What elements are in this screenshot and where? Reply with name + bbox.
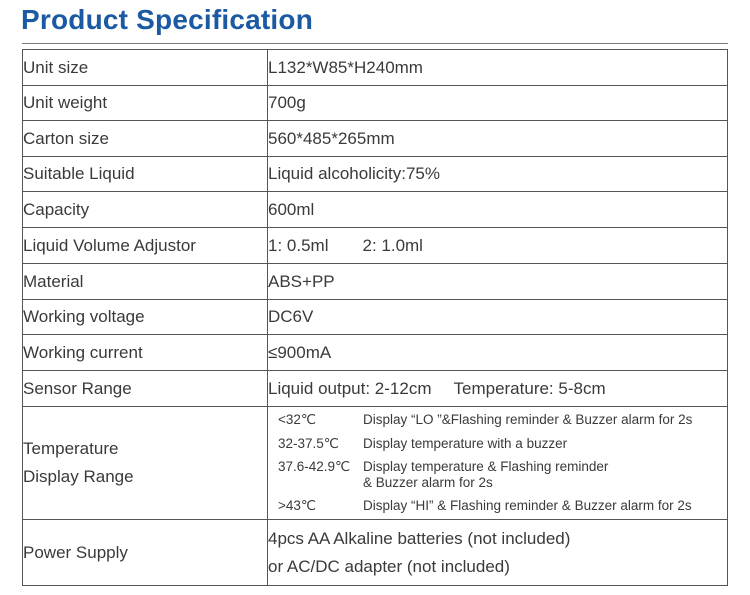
row-label: Carton size	[22, 120, 268, 157]
table-row: Temperature Display Range <32℃ Display “L…	[22, 406, 728, 520]
row-value: 600ml	[267, 191, 728, 228]
table-row: Suitable Liquid Liquid alcoholicity:75%	[22, 156, 728, 192]
table-row: Material ABS+PP	[22, 263, 728, 300]
row-label: Power Supply	[22, 519, 268, 586]
power-line-2: or AC/DC adapter (not included)	[268, 556, 510, 576]
row-label: Unit weight	[22, 85, 268, 121]
temp-range-text: Display “LO ”&Flashing reminder & Buzzer…	[363, 412, 693, 427]
table-row: Capacity 600ml	[22, 191, 728, 228]
temperature-label-line2: Display Range	[23, 467, 134, 486]
temp-range-line: 32-37.5℃ Display temperature with a buzze…	[278, 436, 567, 452]
temp-range: 32-37.5℃	[278, 436, 339, 451]
row-label: Material	[22, 263, 268, 300]
row-value: ABS+PP	[267, 263, 728, 300]
temp-range-line: 37.6-42.9℃ Display temperature & Flashing…	[278, 459, 608, 490]
title-divider	[22, 43, 728, 44]
temperature-label-line1: Temperature	[23, 439, 119, 458]
row-label: Unit size	[22, 49, 268, 86]
table-row: Unit weight 700g	[22, 85, 728, 121]
row-value: 4pcs AA Alkaline batteries (not included…	[267, 519, 728, 586]
temperature-display-range: <32℃ Display “LO ”&Flashing reminder & Bu…	[267, 406, 728, 520]
row-value: 700g	[267, 85, 728, 121]
row-label: Sensor Range	[22, 370, 268, 407]
adjustor-option-1: 1: 0.5ml	[268, 235, 329, 255]
power-line-1: 4pcs AA Alkaline batteries (not included…	[268, 528, 571, 548]
page-title: Product Specification	[21, 4, 314, 35]
temp-range-line: <32℃ Display “LO ”&Flashing reminder & Bu…	[278, 412, 692, 428]
temp-range-text: Display temperature with a buzzer	[363, 436, 568, 451]
table-row: Sensor Range Liquid output: 2-12cm Temper…	[22, 370, 728, 407]
row-value: Liquid alcoholicity:75%	[267, 156, 728, 192]
row-label: Capacity	[22, 191, 268, 228]
table-row: Working current ≤900mA	[22, 334, 728, 371]
table-row: Liquid Volume Adjustor 1: 0.5ml 2: 1.0ml	[22, 227, 728, 264]
temp-range-line: >43℃ Display “HI” & Flashing reminder & B…	[278, 498, 692, 514]
row-value: 1: 0.5ml 2: 1.0ml	[267, 227, 728, 264]
temp-range: >43℃	[278, 498, 317, 513]
temp-range-text-cont: & Buzzer alarm for 2s	[363, 475, 493, 490]
row-value: L132*W85*H240mm	[267, 49, 728, 86]
temp-range: 37.6-42.9℃	[278, 459, 351, 474]
row-label: Working current	[22, 334, 268, 371]
sensor-liquid-output: Liquid output: 2-12cm	[268, 378, 432, 398]
row-value: ≤900mA	[267, 334, 728, 371]
row-value: Liquid output: 2-12cm Temperature: 5-8cm	[267, 370, 728, 407]
table-row: Working voltage DC6V	[22, 299, 728, 335]
temp-range: <32℃	[278, 412, 317, 427]
table-row: Power Supply 4pcs AA Alkaline batteries …	[22, 519, 728, 586]
row-label: Temperature Display Range	[22, 406, 268, 520]
row-label: Working voltage	[22, 299, 268, 335]
row-label: Suitable Liquid	[22, 156, 268, 192]
row-label: Liquid Volume Adjustor	[22, 227, 268, 264]
adjustor-option-2: 2: 1.0ml	[362, 235, 423, 255]
table-row: Unit size L132*W85*H240mm	[22, 49, 728, 86]
sensor-temperature: Temperature: 5-8cm	[453, 378, 606, 398]
temp-range-text: Display temperature & Flashing reminder	[363, 459, 609, 474]
row-value: 560*485*265mm	[267, 120, 728, 157]
spec-table: Unit size L132*W85*H240mm Unit weight 70…	[22, 49, 728, 586]
row-value: DC6V	[267, 299, 728, 335]
table-row: Carton size 560*485*265mm	[22, 120, 728, 157]
temp-range-text: Display “HI” & Flashing reminder & Buzze…	[363, 498, 692, 513]
